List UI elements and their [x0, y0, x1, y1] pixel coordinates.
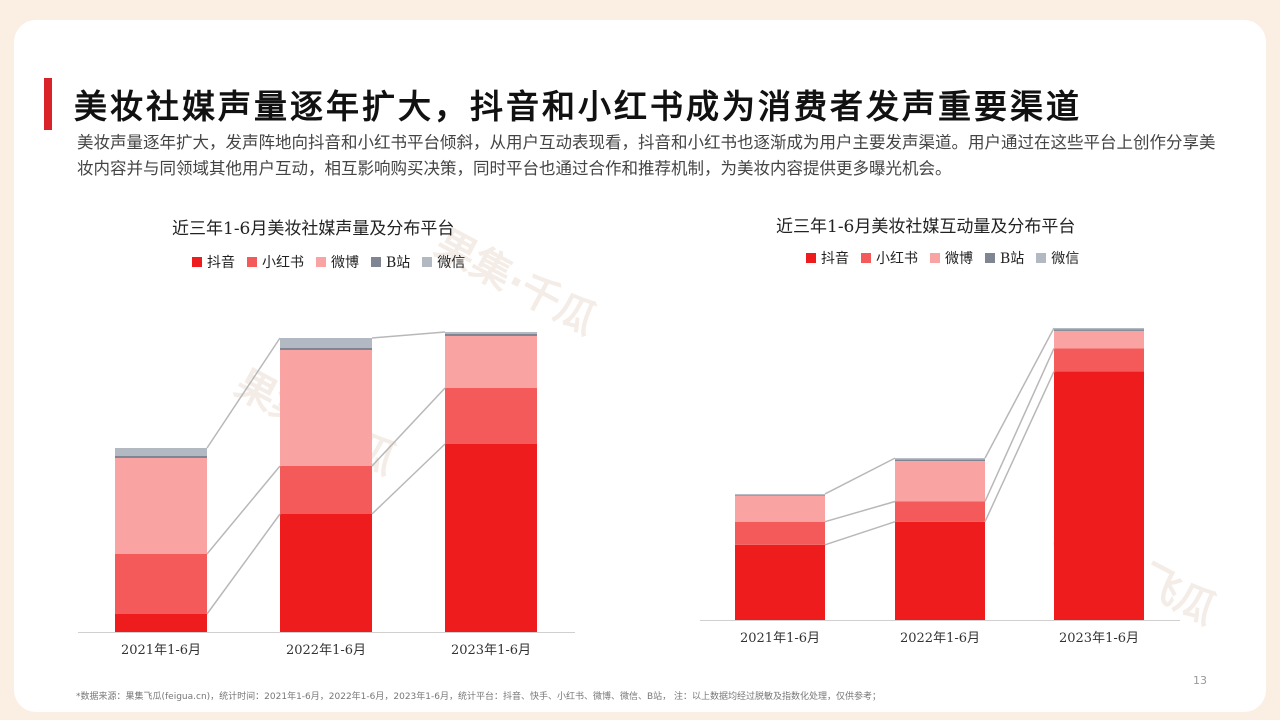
chart-1-title: 近三年1-6月美妆社媒声量及分布平台: [172, 219, 455, 239]
legend-label: 微信: [437, 255, 466, 271]
chart-1-legend: 抖音 小红书 微博 B站 微信: [192, 252, 465, 272]
legend-item-weibo: 微博: [316, 252, 359, 272]
legend-swatch: [192, 257, 202, 267]
bar-segment-4: [735, 494, 825, 496]
bar-segment-2: [445, 388, 537, 444]
x-tick-label: 2023年1-6月: [1059, 631, 1139, 646]
bar-segment-4: [895, 459, 985, 461]
bar-segment-5: [115, 448, 207, 456]
legend-item-douyin: 抖音: [192, 252, 235, 272]
bar-segment-5: [1054, 328, 1144, 330]
bar-segment-3: [895, 461, 985, 502]
x-tick-label: 2023年1-6月: [451, 643, 531, 658]
legend-item-bilibili: B站: [371, 252, 410, 272]
bar-segment-2: [895, 501, 985, 522]
legend-label: 小红书: [876, 251, 918, 267]
legend-swatch: [247, 257, 257, 267]
legend-swatch: [806, 253, 816, 263]
legend-swatch: [316, 257, 326, 267]
series-connector-line: [824, 457, 896, 495]
x-tick-label: 2022年1-6月: [286, 643, 366, 658]
legend-item-douyin: 抖音: [806, 248, 849, 268]
series-connector-line: [984, 327, 1055, 459]
page-number: 13: [1193, 674, 1207, 687]
legend-label: 抖音: [207, 255, 235, 271]
chart-2-title: 近三年1-6月美妆社媒互动量及分布平台: [776, 217, 1076, 237]
series-connector-line: [824, 500, 896, 523]
bar-segment-5: [280, 338, 372, 348]
legend-swatch: [1036, 253, 1047, 263]
series-connector-line: [984, 347, 1055, 502]
legend-swatch: [371, 257, 381, 267]
x-tick-label: 2021年1-6月: [121, 643, 201, 658]
page-title: 美妆社媒声量逐年扩大，抖音和小红书成为消费者发声重要渠道: [74, 87, 1082, 126]
legend-item-weibo: 微博: [930, 248, 973, 268]
series-connector-line: [371, 443, 446, 515]
bar-segment-3: [445, 336, 537, 388]
legend-swatch: [985, 253, 995, 263]
legend-item-xiaohongshu: 小红书: [861, 248, 918, 268]
bar-segment-4: [1054, 329, 1144, 331]
series-connector-line: [371, 331, 446, 339]
legend-label: 微博: [331, 255, 359, 271]
bar-segment-1: [115, 614, 207, 632]
legend-item-wechat: 微信: [1036, 248, 1079, 268]
legend-swatch: [422, 257, 433, 267]
bar-segment-2: [1054, 348, 1144, 372]
legend-item-xiaohongshu: 小红书: [247, 252, 304, 272]
bar-segment-4: [445, 334, 537, 336]
bar-segment-2: [115, 554, 207, 614]
legend-swatch: [930, 253, 940, 263]
series-connector-line: [206, 513, 281, 615]
bar-segment-1: [445, 444, 537, 632]
legend-label: 微信: [1051, 251, 1080, 267]
bar-segment-1: [895, 521, 985, 620]
series-connector-line: [824, 520, 896, 546]
legend-label: 小红书: [262, 255, 304, 271]
legend-label: 抖音: [821, 251, 849, 267]
bar-segment-5: [445, 332, 537, 334]
data-source-footnote: *数据来源：果集飞瓜(feigua.cn)，统计时间：2021年1-6月，202…: [76, 692, 882, 702]
x-tick-label: 2022年1-6月: [900, 631, 980, 646]
bar-segment-2: [735, 521, 825, 545]
bar-segment-4: [280, 348, 372, 350]
chart-2-legend: 抖音 小红书 微博 B站 微信: [806, 248, 1079, 268]
legend-label: B站: [1000, 251, 1025, 267]
title-accent-bar: [44, 78, 52, 130]
series-connector-line: [984, 371, 1055, 523]
bar-segment-3: [280, 350, 372, 466]
bar-segment-1: [735, 544, 825, 620]
bar-segment-1: [1054, 371, 1144, 620]
page-description: 美妆声量逐年扩大，发声阵地向抖音和小红书平台倾斜，从用户互动表现看，抖音和小红书…: [77, 133, 1216, 178]
legend-item-wechat: 微信: [422, 252, 465, 272]
bar-segment-3: [1054, 330, 1144, 349]
bar-segment-3: [735, 495, 825, 522]
series-connector-line: [206, 337, 281, 449]
series-connector-line: [206, 465, 281, 555]
bar-segment-5: [895, 458, 985, 460]
bar-segment-4: [115, 456, 207, 458]
x-tick-label: 2021年1-6月: [740, 631, 820, 646]
bar-segment-2: [280, 466, 372, 514]
legend-label: B站: [386, 255, 411, 271]
series-connector-line: [371, 387, 446, 467]
bar-segment-1: [280, 514, 372, 632]
legend-label: 微博: [945, 251, 973, 267]
bar-segment-3: [115, 458, 207, 554]
legend-swatch: [861, 253, 871, 263]
legend-item-bilibili: B站: [985, 248, 1024, 268]
bar-segment-5: [735, 493, 825, 495]
